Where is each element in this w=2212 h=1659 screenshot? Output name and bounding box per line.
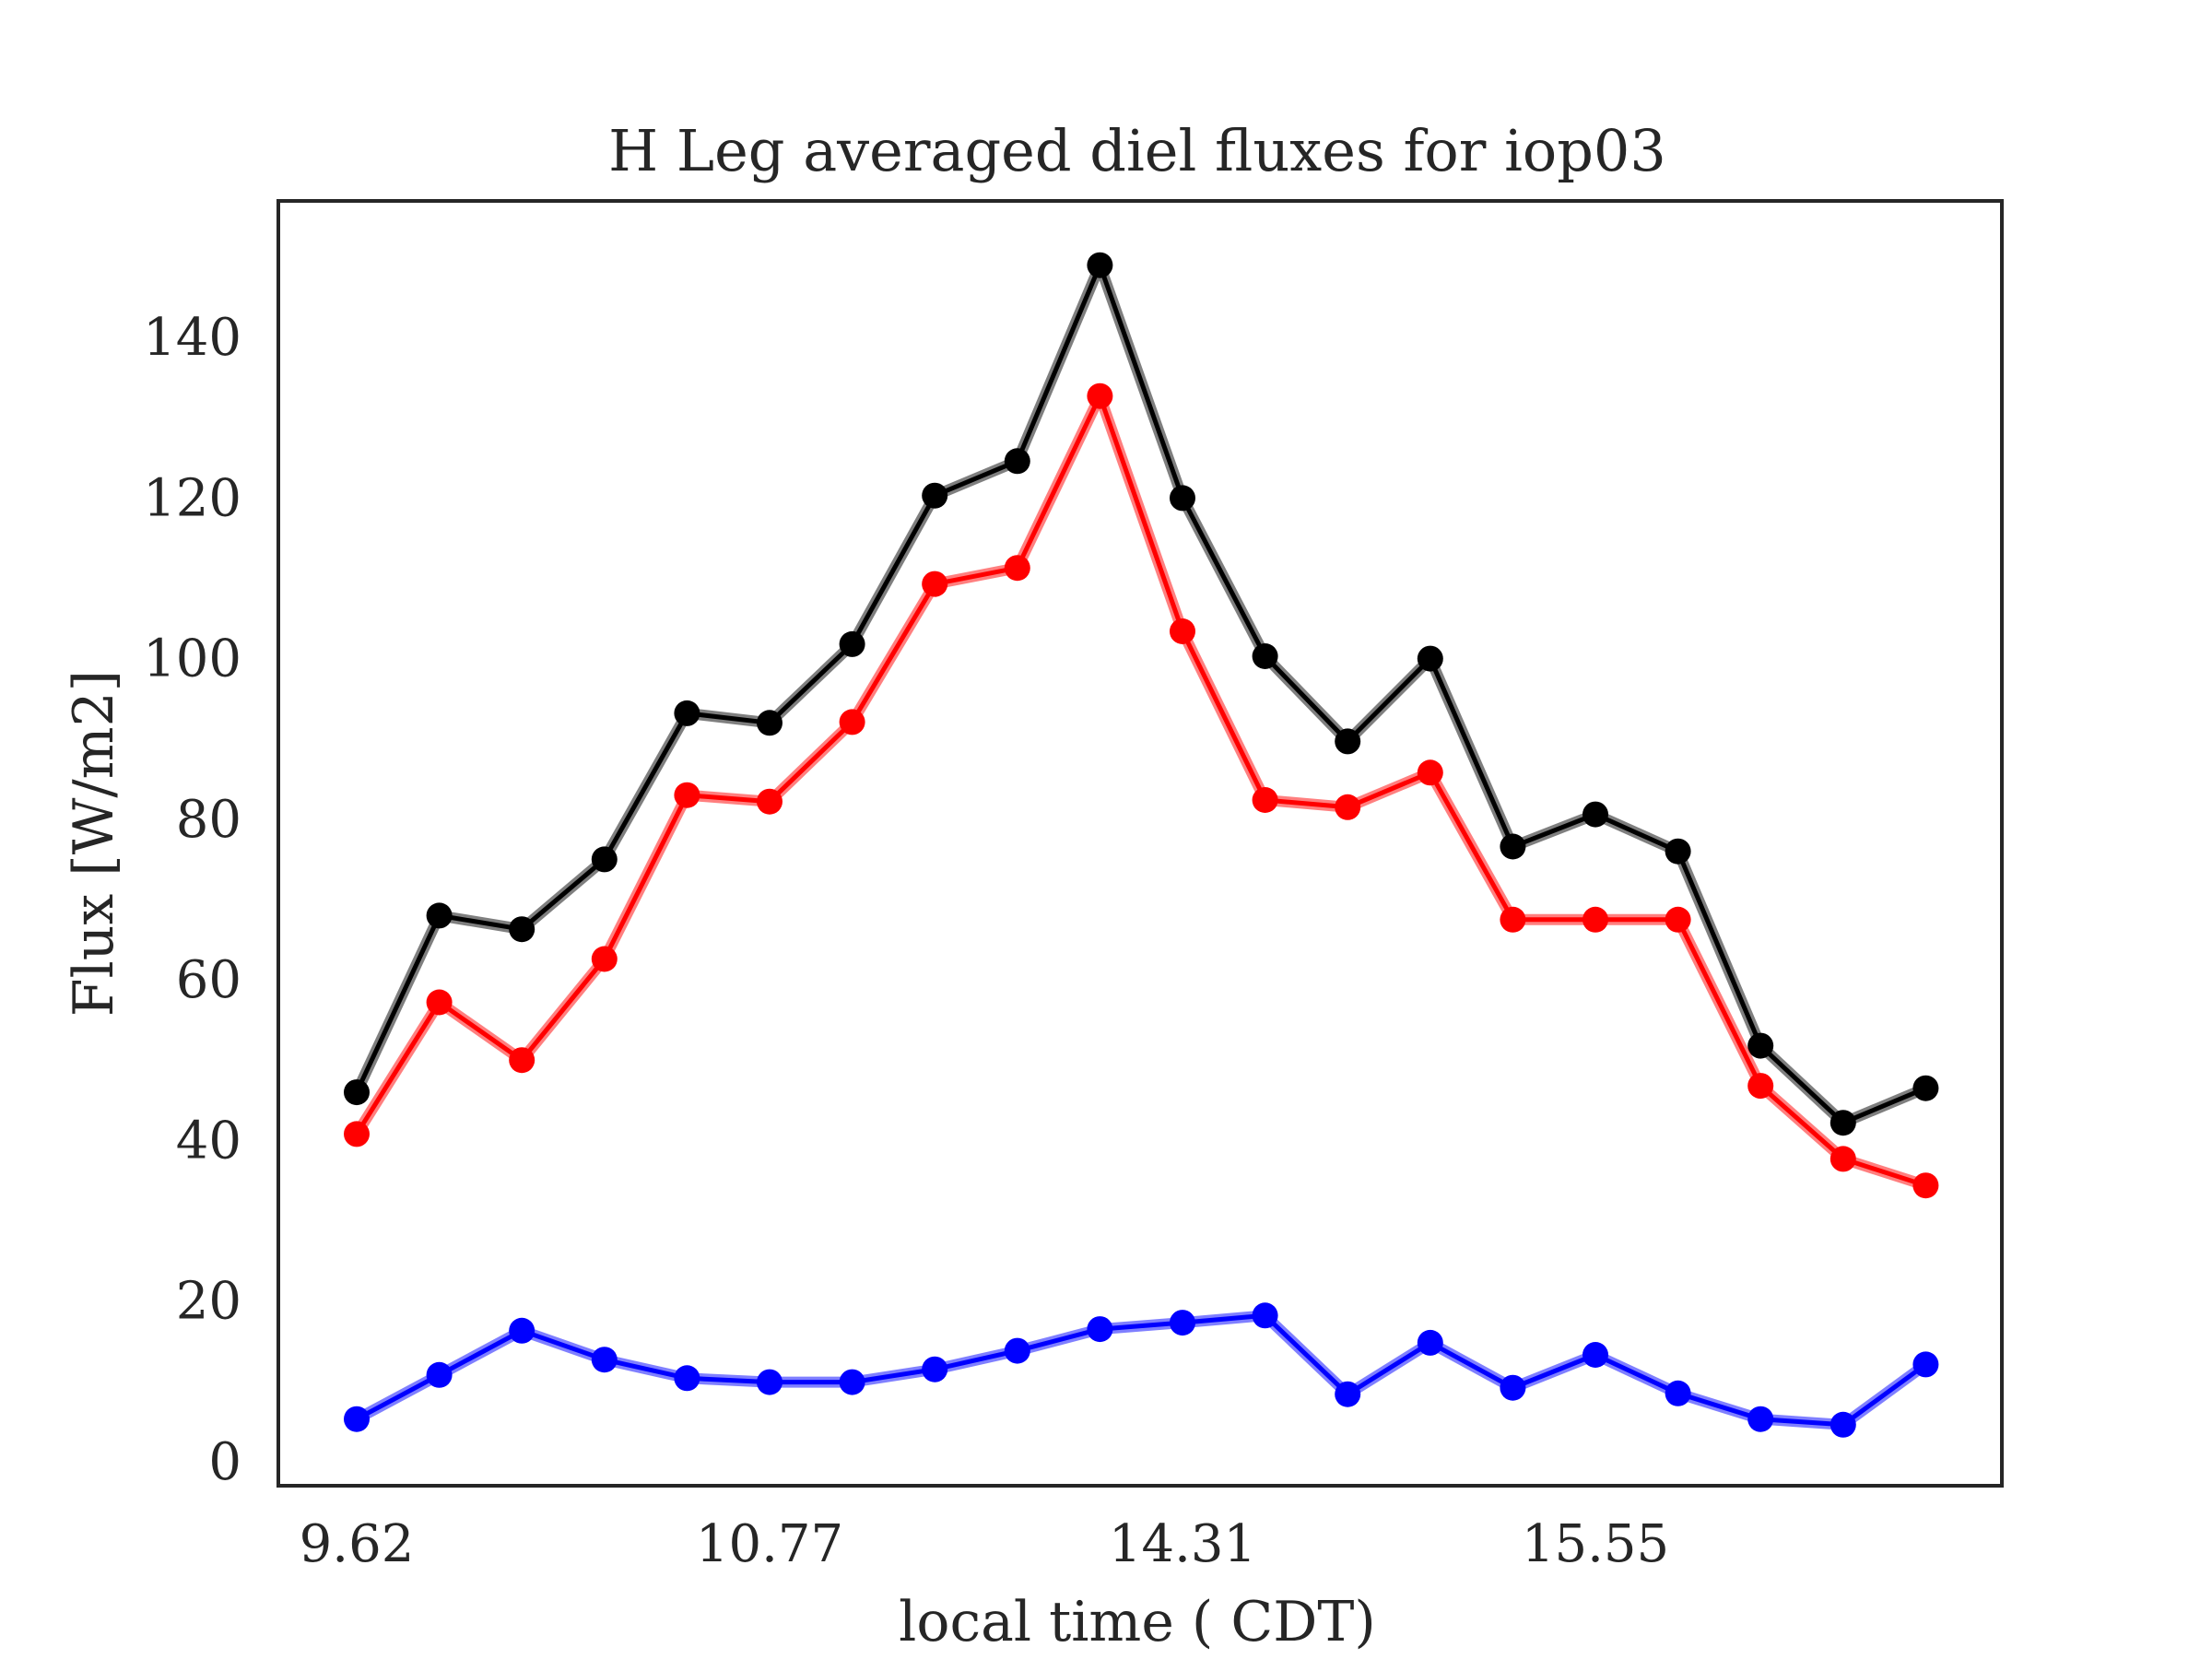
x-tick-label: 14.31 [1109,1514,1256,1574]
series-0-point [757,710,782,736]
series-0-point [1500,833,1526,860]
series-2-point [1252,1302,1278,1329]
series-2-point [674,1365,700,1392]
series-2-point [591,1347,618,1373]
series-1-point [1417,759,1443,786]
series-0-line [354,263,1927,1125]
series-0-point [1252,643,1278,669]
series-0-point [1004,448,1030,475]
series-2-point [1583,1342,1608,1368]
y-tick-label: 100 [143,629,241,689]
x-tick-label: 10.77 [696,1514,843,1574]
series-0-point [344,1079,370,1106]
x-tick-label: 9.62 [300,1514,415,1574]
series-1-point [674,782,700,808]
series-0-point [674,700,700,726]
series-2-point [426,1361,453,1388]
series-0-point [1417,645,1443,672]
series-1-point [1170,618,1195,644]
series-0 [344,252,1939,1136]
x-axis-label: local time ( CDT) [899,1590,1376,1654]
y-tick-label: 20 [176,1272,241,1332]
series-1-point [591,946,618,972]
y-tick-label: 60 [176,950,241,1010]
series-2-point [1087,1316,1113,1343]
series-1 [344,382,1939,1199]
series-2-point [1335,1381,1361,1407]
series-1-point [1500,906,1526,933]
series-2-point [839,1369,865,1395]
series-1-line [354,394,1927,1188]
series-1-point [1747,1073,1774,1100]
series-1-point [426,989,453,1016]
series-1-point [922,571,948,597]
series-2-point [1500,1374,1526,1401]
series-1-point [1830,1146,1856,1172]
series-0-point [839,630,865,657]
series-2-point [1665,1380,1691,1406]
series-0-point [1912,1075,1939,1101]
series-0-point [1665,838,1691,865]
y-tick-label: 140 [143,308,241,368]
series-2-point [344,1406,370,1432]
series-1-point [1912,1172,1939,1199]
series-2-point [922,1356,948,1382]
series-2-point [509,1317,535,1344]
series-2-point [757,1369,782,1395]
series-2-point [1170,1310,1195,1336]
series-1-point [1583,906,1608,933]
series-0-point [591,846,618,873]
y-axis-label: Flux [W/m2] [62,670,126,1017]
series-1-point [1252,787,1278,813]
series-0-point [509,916,535,943]
x-axis-ticks: 9.62 10.77 14.31 15.55 [300,1514,1670,1574]
series-2-point [1912,1351,1939,1378]
plot-frame [276,199,2004,1488]
series-2 [344,1302,1939,1438]
y-tick-label: 40 [176,1111,241,1171]
series-2-line [355,1312,1927,1428]
series-0-point [1087,252,1113,278]
series-layer [344,252,1939,1438]
series-2-point [1830,1411,1856,1438]
series-1-point [1087,382,1113,409]
series-0-point [1170,485,1195,512]
y-tick-label: 120 [143,468,241,528]
series-2-point [1004,1337,1030,1364]
series-1-point [344,1121,370,1147]
series-0-point [922,482,948,509]
x-tick-label: 15.55 [1522,1514,1669,1574]
series-0-point [1747,1032,1774,1059]
y-tick-label: 0 [208,1432,241,1492]
series-1-point [839,709,865,735]
y-axis-ticks: 0 20 40 60 80 100 120 140 [143,308,241,1492]
series-1-point [1665,906,1691,933]
chart-title: H Leg averaged diel fluxes for iop03 [608,117,1666,184]
series-2-point [1417,1329,1443,1356]
series-1-point [509,1047,535,1074]
series-0-point [1830,1110,1856,1136]
y-tick-label: 80 [176,790,241,850]
series-0-point [426,902,453,929]
series-1-point [1004,555,1030,582]
series-2-point [1747,1406,1774,1432]
series-0-point [1335,728,1361,755]
series-0-point [1583,801,1608,828]
series-1-point [757,788,782,815]
series-1-point [1335,794,1361,820]
